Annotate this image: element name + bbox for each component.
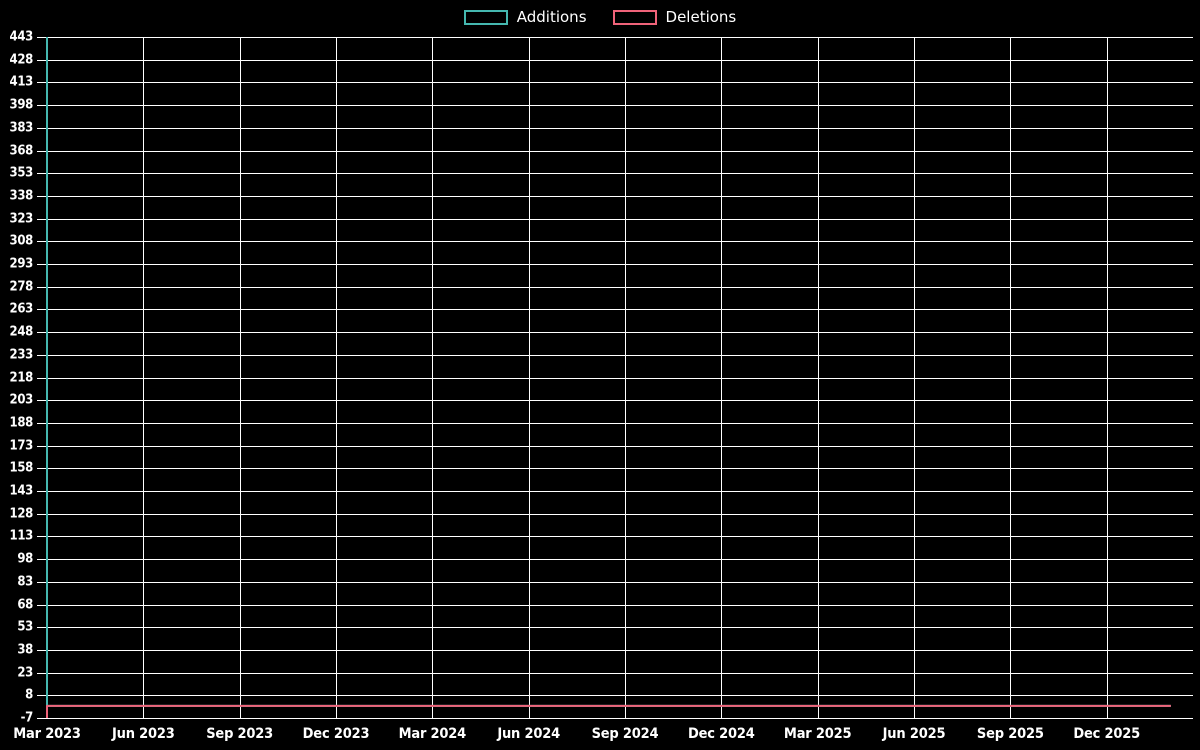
y-tick-label: 218: [9, 370, 33, 385]
legend-item-deletions[interactable]: Deletions: [612, 8, 737, 26]
y-tick-label: 353: [9, 165, 33, 181]
x-tick-label: Dec 2025: [1073, 726, 1140, 742]
y-tick-label: 233: [9, 347, 33, 363]
y-tick-label: 203: [9, 392, 33, 408]
legend-item-additions[interactable]: Additions: [463, 8, 587, 26]
y-tick-label: 38: [17, 642, 33, 658]
x-tick-label: Dec 2024: [687, 726, 755, 742]
series-lines: [46, 37, 1171, 718]
x-tick-label: Mar 2024: [398, 726, 467, 742]
y-tick-label: 323: [9, 211, 33, 227]
y-axis: 443 428 413 398 383 368 353 338 323 308 293 278 263 2…: [0, 0, 33, 750]
y-tick-label: 263: [9, 301, 33, 317]
x-axis: Mar 2023 Jun 2023 Sep 2023 Dec 2023 Mar 2024…: [0, 726, 1200, 750]
chart-legend: Additions Deletions: [0, 0, 1200, 34]
legend-label-additions: Additions: [516, 8, 587, 26]
y-tick-label: 413: [9, 74, 33, 90]
horizontal-gridlines: [37, 37, 1193, 719]
y-tick-label: 143: [9, 483, 33, 499]
x-tick-label: Jun 2025: [882, 726, 946, 742]
x-tick-label: Sep 2025: [976, 726, 1044, 742]
y-tick-label: -7: [20, 710, 34, 726]
y-tick-label: 428: [9, 52, 33, 68]
y-tick-label: 383: [9, 120, 33, 136]
y-tick-label: 368: [9, 143, 33, 158]
vertical-gridlines: [47, 37, 1108, 718]
y-tick-label: 8: [25, 687, 33, 703]
y-tick-label: 173: [9, 438, 33, 454]
y-tick-label: 338: [9, 188, 33, 204]
y-tick-label: 188: [9, 415, 33, 431]
legend-label-deletions: Deletions: [665, 8, 737, 26]
x-tick-label: Sep 2023: [206, 726, 274, 742]
y-tick-label: 128: [9, 506, 33, 522]
y-tick-label: 158: [9, 460, 33, 476]
y-tick-label: 113: [9, 528, 33, 544]
x-tick-label: Jun 2023: [111, 726, 175, 742]
y-tick-label: 443: [9, 29, 33, 45]
y-tick-label: 68: [17, 597, 33, 612]
y-tick-label: 248: [9, 324, 33, 340]
x-tick-label: Jun 2024: [497, 726, 560, 742]
x-tick-label: Sep 2024: [591, 726, 659, 742]
x-tick-label: Mar 2023: [13, 726, 81, 742]
y-tick-label: 278: [9, 279, 33, 295]
y-tick-label: 398: [9, 97, 33, 113]
x-tick-label: Dec 2023: [302, 726, 370, 742]
plot-svg: [37, 37, 1193, 719]
y-tick-label: 293: [9, 256, 33, 272]
legend-swatch-additions-icon: [463, 9, 508, 25]
y-tick-label: 53: [17, 619, 33, 635]
plot-area: [37, 37, 1193, 719]
y-tick-label: 98: [17, 551, 33, 567]
y-tick-label: 83: [17, 574, 33, 590]
series-line-deletions: [46, 704, 1171, 718]
legend-swatch-deletions-icon: [612, 9, 657, 25]
y-tick-label: 308: [9, 233, 33, 249]
x-tick-label: Mar 2025: [783, 726, 852, 742]
y-tick-label: 23: [17, 665, 33, 681]
